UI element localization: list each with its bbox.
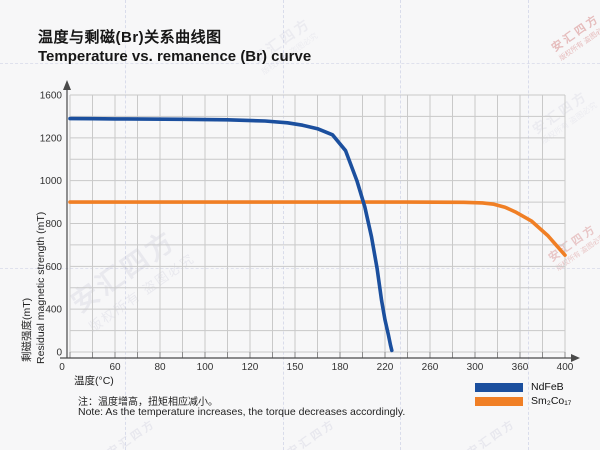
x-tick-label: 400 bbox=[557, 362, 574, 373]
x-axis-arrow-icon bbox=[571, 354, 580, 362]
x-tick-label: 120 bbox=[242, 362, 259, 373]
note-en: Note: As the temperature increases, the … bbox=[78, 406, 406, 418]
y-axis-arrow-icon bbox=[63, 80, 71, 90]
x-tick-label: 0 bbox=[59, 362, 65, 373]
dashed-guide-line bbox=[283, 0, 284, 450]
legend-swatch-ndfeb bbox=[475, 382, 523, 392]
y-tick-label: 600 bbox=[45, 262, 62, 273]
curve-sm2co17 bbox=[68, 200, 567, 257]
legend-item-sm2co17: Sm₂Co₁₇ bbox=[475, 394, 571, 408]
y-tick-label: 1000 bbox=[40, 176, 63, 187]
legend-label-sm2co17: Sm₂Co₁₇ bbox=[531, 395, 572, 407]
y-tick-label: 800 bbox=[45, 219, 62, 230]
y-tick-label: 0 bbox=[56, 348, 62, 359]
x-tick-label: 80 bbox=[154, 362, 166, 373]
x-tick-label: 300 bbox=[467, 362, 484, 373]
x-tick-label: 150 bbox=[287, 362, 304, 373]
y-axis-label-en: Residual magnetic strength (mT) bbox=[35, 211, 47, 364]
legend-swatch-sm2co17 bbox=[475, 396, 523, 406]
y-tick-label: 1600 bbox=[40, 91, 63, 102]
legend: NdFeB Sm₂Co₁₇ bbox=[475, 380, 571, 408]
legend-label-ndfeb: NdFeB bbox=[531, 381, 564, 393]
x-tick-label: 60 bbox=[109, 362, 121, 373]
dashed-guide-line bbox=[400, 0, 401, 450]
y-axis-label-zh: 剩磁强度(mT) bbox=[21, 297, 33, 362]
x-tick-label: 260 bbox=[422, 362, 439, 373]
x-tick-label: 180 bbox=[332, 362, 349, 373]
note-zh: 注：温度增高，扭矩相应减小。 bbox=[78, 397, 218, 408]
dashed-guide-line bbox=[528, 0, 529, 450]
legend-item-ndfeb: NdFeB bbox=[475, 380, 571, 394]
y-tick-label: 400 bbox=[45, 305, 62, 316]
dashed-guide-line bbox=[0, 268, 600, 269]
x-tick-label: 220 bbox=[377, 362, 394, 373]
x-tick-label: 100 bbox=[197, 362, 214, 373]
page-title-en: Temperature vs. remanence (Br) curve bbox=[38, 48, 312, 65]
x-tick-label: 360 bbox=[512, 362, 529, 373]
curve-ndfeb bbox=[68, 116, 394, 353]
dashed-guide-line bbox=[0, 63, 600, 64]
x-axis-label: 温度(°C) bbox=[74, 375, 114, 387]
dashed-guide-line bbox=[125, 0, 126, 450]
page-title-zh: 温度与剩磁(Br)关系曲线图 bbox=[38, 29, 222, 46]
y-tick-label: 1200 bbox=[40, 133, 63, 144]
